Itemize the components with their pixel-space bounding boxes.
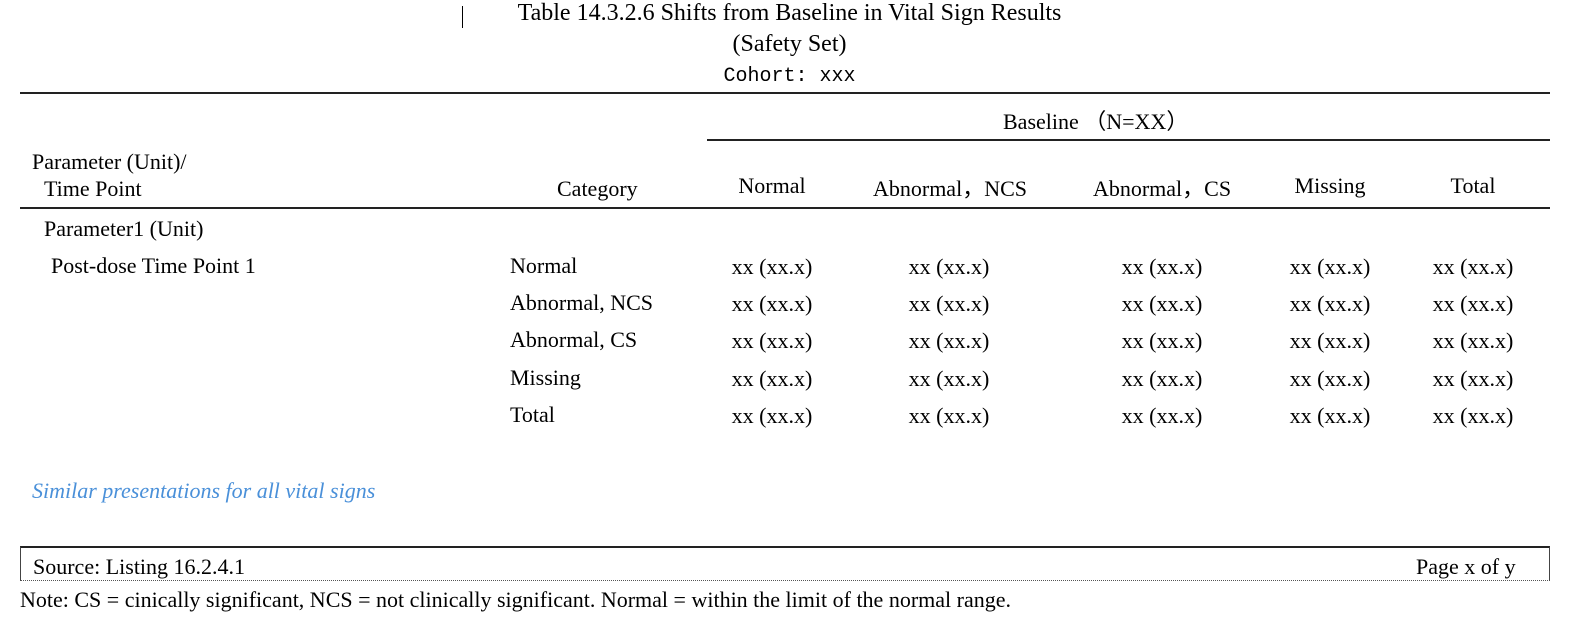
param-header-line2: Time Point (44, 176, 142, 201)
col-header-normal: Normal (738, 173, 806, 198)
table-subtitle: (Safety Set) (732, 31, 847, 57)
cell-abnormal-ncs: xx (xx.x) (908, 254, 990, 279)
cell-missing: xx (xx.x) (1289, 291, 1371, 316)
footnote: Note: CS = cinically significant, NCS = … (20, 587, 1011, 612)
cell-abnormal-cs: xx (xx.x) (1121, 254, 1203, 279)
cell-missing: xx (xx.x) (1289, 403, 1371, 428)
similar-presentations-note: Similar presentations for all vital sign… (32, 478, 376, 503)
baseline-rule (707, 139, 1550, 141)
table-title: Table 14.3.2.6 Shifts from Baseline in V… (517, 0, 1062, 26)
page-number: Page x of y (1416, 554, 1516, 579)
cell-total: xx (xx.x) (1432, 403, 1514, 428)
cell-normal: xx (xx.x) (731, 366, 813, 391)
cell-total: xx (xx.x) (1432, 328, 1514, 353)
row-category: Missing (510, 365, 581, 390)
cell-abnormal-ncs: xx (xx.x) (908, 291, 990, 316)
top-rule (20, 92, 1550, 94)
category-header: Category (557, 176, 638, 201)
col-header-missing: Missing (1294, 173, 1366, 198)
cell-abnormal-cs: xx (xx.x) (1121, 291, 1203, 316)
row-category: Total (510, 402, 555, 427)
col-header-abnormal-ncs: Abnormal，NCS (872, 176, 1027, 201)
parameter-label: Parameter1 (Unit) (44, 216, 204, 241)
cell-normal: xx (xx.x) (731, 403, 813, 428)
cell-missing: xx (xx.x) (1289, 366, 1371, 391)
header-rule (20, 207, 1550, 209)
cell-missing: xx (xx.x) (1289, 254, 1371, 279)
cell-missing: xx (xx.x) (1289, 328, 1371, 353)
time-point-label: Post-dose Time Point 1 (51, 253, 256, 278)
col-header-abnormal-cs: Abnormal，CS (1092, 176, 1232, 201)
row-category: Abnormal, NCS (510, 290, 653, 315)
baseline-group-header: Baseline （N=XX） (1003, 109, 1189, 134)
cell-abnormal-ncs: xx (xx.x) (908, 403, 990, 428)
cohort-label: Cohort: xxx (723, 65, 856, 88)
cell-abnormal-cs: xx (xx.x) (1121, 366, 1203, 391)
cell-normal: xx (xx.x) (731, 254, 813, 279)
cell-abnormal-ncs: xx (xx.x) (908, 366, 990, 391)
cell-abnormal-ncs: xx (xx.x) (908, 328, 990, 353)
source-label: Source: Listing 16.2.4.1 (33, 554, 246, 579)
cell-abnormal-cs: xx (xx.x) (1121, 328, 1203, 353)
cell-normal: xx (xx.x) (731, 328, 813, 353)
param-header-line1: Parameter (Unit)/ (32, 149, 187, 174)
text-cursor (462, 6, 463, 28)
cell-normal: xx (xx.x) (731, 291, 813, 316)
footer-box (20, 546, 1550, 581)
col-header-total: Total (1450, 173, 1496, 198)
cell-total: xx (xx.x) (1432, 291, 1514, 316)
row-category: Normal (510, 253, 578, 278)
row-category: Abnormal, CS (510, 327, 638, 352)
cell-total: xx (xx.x) (1432, 366, 1514, 391)
cell-abnormal-cs: xx (xx.x) (1121, 403, 1203, 428)
cell-total: xx (xx.x) (1432, 254, 1514, 279)
